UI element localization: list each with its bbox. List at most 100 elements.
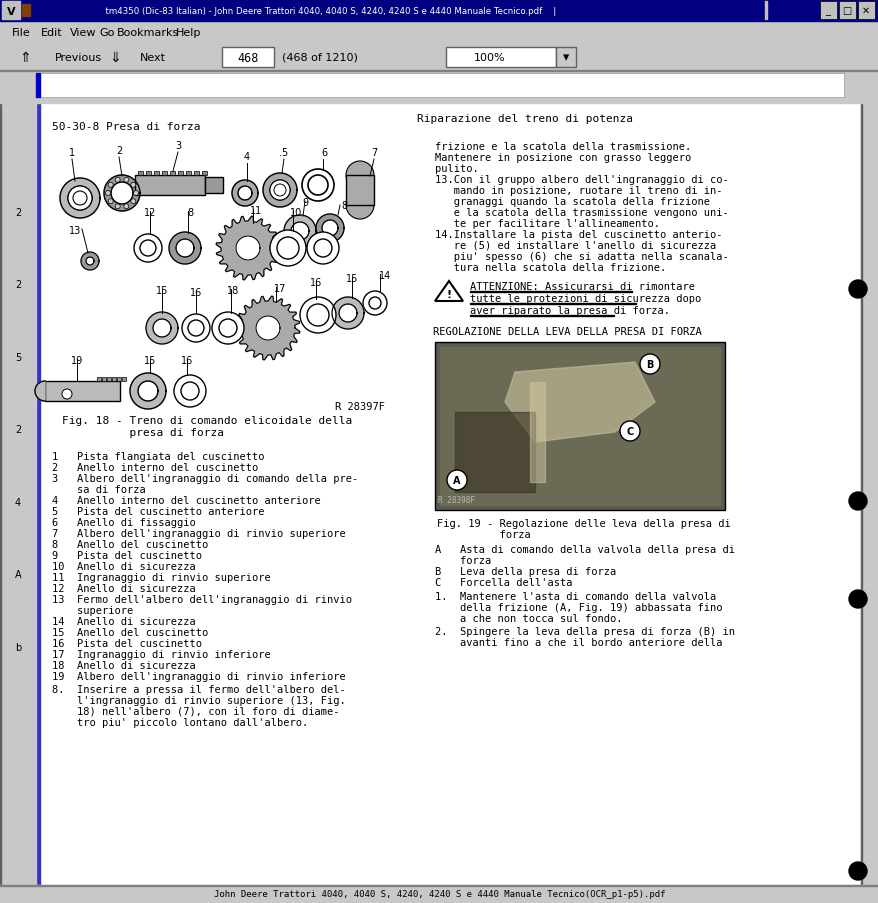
- Text: (468 of 1210): (468 of 1210): [282, 53, 357, 63]
- Text: Help: Help: [176, 28, 200, 38]
- Bar: [22, 5, 30, 17]
- Text: 6   Anello di fissaggio: 6 Anello di fissaggio: [52, 517, 196, 527]
- Bar: [860, 104, 861, 885]
- Polygon shape: [60, 179, 100, 219]
- Text: 8.  Inserire a pressa il fermo dell'albero del-: 8. Inserire a pressa il fermo dell'alber…: [52, 684, 345, 694]
- Bar: [117, 377, 121, 382]
- Text: 4   Anello interno del cuscinetto anteriore: 4 Anello interno del cuscinetto anterior…: [52, 496, 320, 506]
- Circle shape: [68, 187, 92, 210]
- Bar: [838, 2, 855, 20]
- Circle shape: [140, 241, 155, 256]
- Bar: [2, 2, 20, 20]
- Text: l'ingranaggio di rinvio superiore (13, Fig.: l'ingranaggio di rinvio superiore (13, F…: [52, 695, 345, 705]
- Text: Mantenere in posizione con grasso leggero: Mantenere in posizione con grasso legger…: [435, 153, 690, 163]
- Text: 18) nell'albero (7), con il foro di diame-: 18) nell'albero (7), con il foro di diam…: [52, 706, 339, 716]
- Text: .5: .5: [279, 148, 288, 158]
- Bar: [138, 172, 143, 176]
- Circle shape: [105, 191, 111, 196]
- Text: 9   Pista del cuscinetto: 9 Pista del cuscinetto: [52, 551, 202, 561]
- Bar: [36, 74, 843, 98]
- Text: 4: 4: [244, 152, 249, 162]
- Text: 15: 15: [155, 285, 168, 295]
- Polygon shape: [235, 237, 260, 261]
- Text: ⇑: ⇑: [19, 51, 31, 65]
- Bar: [135, 176, 205, 196]
- Bar: [97, 377, 101, 382]
- Text: 10  Anello di sicurezza: 10 Anello di sicurezza: [52, 562, 196, 572]
- Text: □: □: [841, 6, 851, 16]
- Text: V: V: [7, 7, 15, 17]
- Text: John Deere Trattori 4040, 4040 S, 4240, 4240 S e 4440 Manuale Tecnico(OCR_p1-p5): John Deere Trattori 4040, 4040 S, 4240, …: [214, 889, 665, 898]
- Text: tutte le protezioni di sicurezza dopo: tutte le protezioni di sicurezza dopo: [470, 293, 701, 303]
- Text: File: File: [12, 28, 31, 38]
- Text: Riparazione del treno di potenza: Riparazione del treno di potenza: [416, 114, 632, 124]
- Text: tm4350 (Dic-83 Italian) - John Deere Trattori 4040, 4040 S, 4240, 4240 S e 4440 : tm4350 (Dic-83 Italian) - John Deere Tra…: [100, 6, 556, 15]
- Text: tro piu' piccolo lontano dall'albero.: tro piu' piccolo lontano dall'albero.: [52, 717, 308, 727]
- Text: a che non tocca sul fondo.: a che non tocca sul fondo.: [435, 613, 622, 623]
- Text: aver riparato la presa di forza.: aver riparato la presa di forza.: [470, 305, 669, 316]
- Text: 12  Anello di sicurezza: 12 Anello di sicurezza: [52, 583, 196, 593]
- Bar: [819, 2, 836, 20]
- Text: 12: 12: [144, 208, 156, 218]
- Bar: [222, 48, 274, 68]
- Bar: [556, 48, 575, 68]
- Text: 13  Fermo dell'albero dell'ingranaggio di rinvio: 13 Fermo dell'albero dell'ingranaggio di…: [52, 594, 351, 604]
- Circle shape: [302, 170, 334, 201]
- Text: 5: 5: [15, 352, 21, 363]
- Circle shape: [447, 470, 466, 490]
- Text: pulito.: pulito.: [435, 163, 479, 173]
- Text: forza: forza: [435, 555, 491, 565]
- Text: B: B: [645, 359, 653, 369]
- Bar: [154, 172, 159, 176]
- Bar: [36, 104, 40, 885]
- Polygon shape: [169, 233, 201, 265]
- Bar: [112, 377, 116, 382]
- Bar: [0, 71, 878, 72]
- Text: ✕: ✕: [861, 6, 869, 16]
- Text: Next: Next: [140, 53, 166, 63]
- Text: 2: 2: [116, 146, 122, 156]
- Circle shape: [174, 376, 205, 407]
- Text: superiore: superiore: [52, 605, 133, 615]
- Bar: [205, 178, 223, 194]
- Text: R 28397F: R 28397F: [335, 402, 385, 412]
- Circle shape: [131, 183, 136, 188]
- Polygon shape: [263, 173, 297, 208]
- Circle shape: [306, 304, 328, 327]
- Text: 1.  Mantenere l'asta di comando della valvola: 1. Mantenere l'asta di comando della val…: [435, 591, 716, 601]
- Text: 6: 6: [320, 148, 327, 158]
- Text: 3: 3: [175, 141, 181, 151]
- Text: 2: 2: [15, 280, 21, 290]
- Circle shape: [299, 298, 335, 333]
- Circle shape: [848, 862, 866, 880]
- Bar: [186, 172, 191, 176]
- Text: 16: 16: [190, 288, 202, 298]
- Bar: [445, 48, 556, 68]
- Circle shape: [369, 298, 380, 310]
- Polygon shape: [232, 181, 258, 207]
- Circle shape: [108, 183, 113, 188]
- Bar: [178, 172, 183, 176]
- Text: 100%: 100%: [473, 53, 505, 63]
- Text: View: View: [70, 28, 97, 38]
- Bar: [45, 382, 120, 402]
- Circle shape: [124, 178, 129, 183]
- Text: 16  Pista del cuscinetto: 16 Pista del cuscinetto: [52, 638, 202, 648]
- Text: Fig. 18 - Treno di comando elicoidale della: Fig. 18 - Treno di comando elicoidale de…: [62, 415, 352, 425]
- Text: Edit: Edit: [41, 28, 62, 38]
- Text: 2: 2: [15, 424, 21, 434]
- Circle shape: [124, 205, 129, 209]
- Bar: [0, 72, 878, 104]
- Text: sa di forza: sa di forza: [52, 485, 146, 495]
- Text: forza: forza: [436, 529, 530, 539]
- Text: 14.Installare la pista del cuscinetto anterio-: 14.Installare la pista del cuscinetto an…: [435, 229, 722, 239]
- Text: _: _: [824, 6, 830, 16]
- Text: 3   Albero dell'ingranaggio di comando della pre-: 3 Albero dell'ingranaggio di comando del…: [52, 473, 358, 483]
- Text: 2.  Spingere la leva della presa di forza (B) in: 2. Spingere la leva della presa di forza…: [435, 627, 734, 637]
- Bar: [529, 383, 544, 482]
- Text: Go: Go: [99, 28, 115, 38]
- Text: 8   Anello del cuscinetto: 8 Anello del cuscinetto: [52, 539, 208, 549]
- Text: ⇓: ⇓: [109, 51, 120, 65]
- Text: mando in posizione, ruotare il treno di in-: mando in posizione, ruotare il treno di …: [435, 186, 722, 196]
- Text: A   Asta di comando della valvola della presa di: A Asta di comando della valvola della pr…: [435, 545, 734, 554]
